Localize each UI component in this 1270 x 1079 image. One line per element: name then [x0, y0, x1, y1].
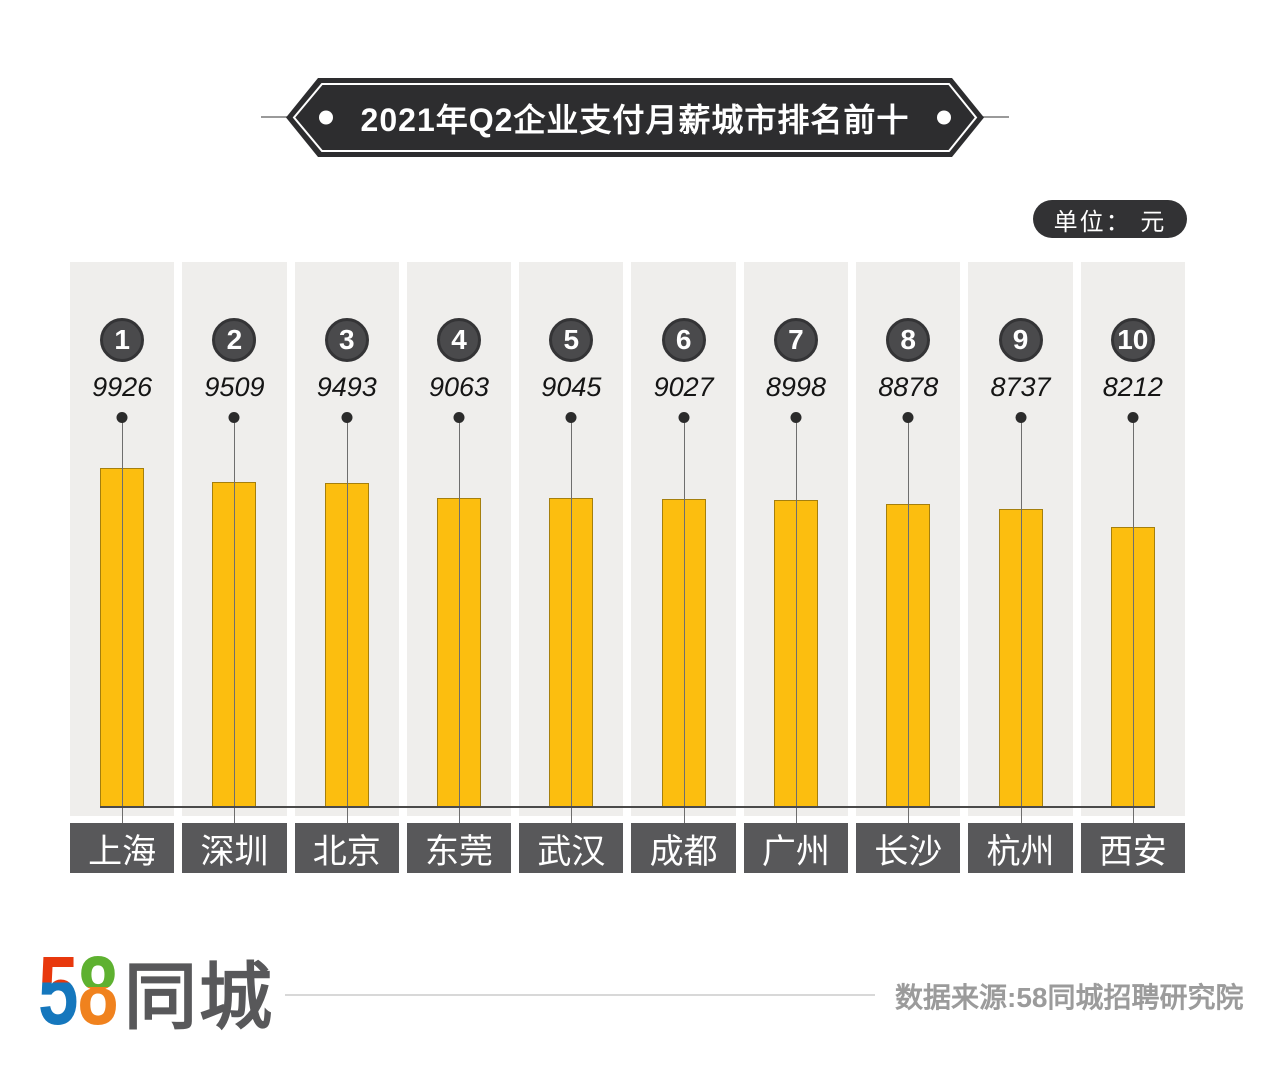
city-label: 上海	[70, 823, 175, 873]
chart-column: 1 9926 上海	[70, 262, 175, 873]
unit-badge-label: 单位： 元	[1053, 208, 1167, 236]
salary-value: 9926	[92, 372, 153, 402]
city-label: 武汉	[519, 823, 624, 873]
city-label: 深圳	[182, 823, 287, 873]
value-pointer-line	[234, 420, 236, 823]
logo-digit-5: 5	[38, 950, 78, 1040]
banner-right-dot-icon	[937, 110, 951, 125]
chart-column: 3 9493 北京	[294, 262, 399, 873]
banner-left-dot-icon	[319, 110, 333, 125]
rank-badge: 4	[437, 318, 482, 362]
value-pointer-line	[795, 420, 797, 823]
value-pointer-line	[908, 420, 910, 823]
rank-badge: 6	[661, 318, 706, 362]
rank-badge: 3	[324, 318, 369, 362]
title-banner: 2021年Q2企业支付月薪城市排名前十	[286, 78, 984, 157]
unit-badge: 单位： 元	[1033, 200, 1187, 238]
value-pointer-line	[122, 420, 124, 823]
pointer-dot	[228, 412, 240, 423]
banner-right-tick	[983, 116, 1009, 118]
chart-column: 6 9027 成都	[631, 262, 736, 873]
city-label: 广州	[743, 823, 849, 873]
salary-value: 8878	[878, 372, 939, 402]
chart-title: 2021年Q2企业支付月薪城市排名前十	[360, 101, 910, 138]
chart-column: 2 9509 深圳	[182, 262, 287, 873]
bar-chart: 1 9926 上海 2 9509 深圳 3 9493 北京 4 9063 东莞 5 9045 武汉 6 9027…	[70, 262, 1185, 873]
chart-columns: 1 9926 上海 2 9509 深圳 3 9493 北京 4 9063 东莞 5 9045 武汉 6 9027…	[70, 262, 1185, 873]
city-label: 成都	[631, 823, 736, 873]
city-label: 东莞	[406, 823, 512, 873]
rank-badge: 10	[1110, 318, 1155, 362]
value-pointer-line	[1020, 420, 1022, 823]
chart-column: 9 8737 杭州	[968, 262, 1073, 873]
pointer-dot	[790, 412, 802, 423]
value-pointer-line	[571, 420, 573, 823]
chart-column: 10 8212 西安	[1080, 262, 1185, 873]
brand-logo-58tongcheng: 5 8 同城	[35, 937, 315, 1046]
salary-value: 9509	[204, 372, 265, 402]
salary-value: 8737	[990, 372, 1051, 402]
salary-value: 8998	[765, 372, 826, 402]
logo-digit-8: 8	[78, 950, 118, 1040]
logo-text-tongcheng: 同城	[124, 957, 274, 1038]
value-pointer-line	[1132, 420, 1134, 823]
logo-58-icon: 5 8 同城	[38, 937, 274, 1046]
rank-badge: 9	[998, 318, 1043, 362]
pointer-dot	[678, 412, 690, 423]
banner-left-tick	[261, 116, 287, 118]
pointer-dot	[453, 412, 465, 423]
rank-badge: 1	[100, 318, 145, 362]
city-label: 杭州	[968, 823, 1073, 873]
salary-value: 9493	[316, 372, 377, 402]
pointer-dot	[902, 412, 914, 423]
chart-column: 5 9045 武汉	[519, 262, 624, 873]
banner-shape-svg	[286, 78, 984, 157]
city-label: 西安	[1080, 823, 1185, 873]
rank-badge: 7	[773, 318, 818, 362]
pointer-dot	[116, 412, 128, 423]
pointer-dot	[1015, 412, 1027, 423]
salary-value: 8212	[1102, 372, 1163, 402]
value-pointer-line	[459, 420, 461, 823]
city-label: 北京	[294, 823, 399, 873]
pointer-dot	[1127, 412, 1139, 423]
pointer-dot	[341, 412, 353, 423]
salary-value: 9045	[541, 372, 602, 402]
rank-badge: 5	[549, 318, 594, 362]
value-pointer-line	[683, 420, 685, 823]
rank-badge: 8	[886, 318, 931, 362]
salary-value: 9063	[429, 372, 490, 402]
pointer-dot	[565, 412, 577, 423]
salary-value: 9027	[653, 372, 714, 402]
chart-column: 4 9063 东莞	[406, 262, 512, 873]
footer-divider	[285, 994, 875, 996]
chart-column: 7 8998 广州	[743, 262, 849, 873]
rank-badge: 2	[212, 318, 257, 362]
city-label: 长沙	[856, 823, 961, 873]
data-source-text: 数据来源:58同城招聘研究院	[895, 982, 1244, 1013]
axis-baseline	[100, 806, 1155, 808]
value-pointer-line	[346, 420, 348, 823]
chart-column: 8 8878 长沙	[856, 262, 961, 873]
